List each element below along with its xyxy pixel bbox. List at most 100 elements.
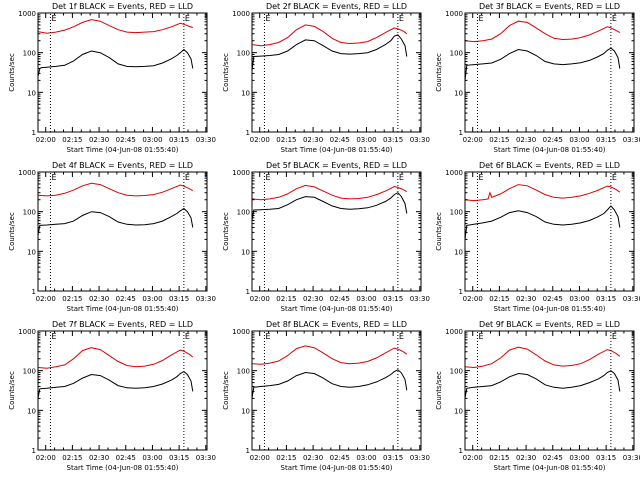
marker-label: E <box>265 173 270 182</box>
y-tick-label: 10 <box>241 407 250 415</box>
panel-det-5: Det 5f BLACK = Events, RED = LLD E E 1 10 100… <box>222 161 430 313</box>
marker-label: E <box>51 14 56 23</box>
marker-label: E <box>478 173 483 182</box>
y-tick-label: 1000 <box>18 169 36 177</box>
x-tick-label: 02:15 <box>489 295 509 303</box>
x-tick-label: 02:45 <box>330 295 350 303</box>
panel-title: Det 2f BLACK = Events, RED = LLD <box>266 2 407 11</box>
events-series-line <box>37 371 194 399</box>
x-tick-label: 03:00 <box>356 295 376 303</box>
x-tick-label: 02:30 <box>89 454 109 462</box>
x-tick-label: 02:15 <box>276 295 296 303</box>
marker-label: E <box>51 173 56 182</box>
y-tick-label: 100 <box>237 50 250 58</box>
plot-frame <box>251 12 422 133</box>
marker-label: E <box>478 332 483 341</box>
plot-frame <box>464 330 635 451</box>
x-tick-label: 03:15 <box>383 454 403 462</box>
x-tick-label: 03:00 <box>142 454 162 462</box>
x-tick-label: 02:45 <box>116 454 136 462</box>
y-tick-label: 100 <box>450 50 463 58</box>
y-tick-label: 100 <box>237 368 250 376</box>
plot-frame <box>251 171 422 292</box>
events-series-line <box>37 207 194 236</box>
x-tick-label: 03:15 <box>383 295 403 303</box>
y-tick-label: 10 <box>454 248 463 256</box>
y-tick-label: 100 <box>450 368 463 376</box>
y-tick-label: 10 <box>27 248 36 256</box>
x-tick-label: 02:45 <box>116 136 136 144</box>
marker-label: E <box>185 14 190 23</box>
x-tick-label: 02:15 <box>489 454 509 462</box>
y-tick-label: 10 <box>27 89 36 97</box>
x-tick-label: 03:15 <box>169 454 189 462</box>
y-tick-label: 1000 <box>232 328 250 336</box>
events-series-line <box>251 192 408 221</box>
y-axis-label: Counts/sec <box>435 371 443 410</box>
panel-title: Det 6f BLACK = Events, RED = LLD <box>479 161 620 170</box>
x-axis-label: Start Time (04-Jun-08 01:55:40) <box>67 464 179 472</box>
y-tick-label: 100 <box>23 209 36 217</box>
x-axis-label: Start Time (04-Jun-08 01:55:40) <box>67 146 179 154</box>
x-tick-label: 03:30 <box>196 136 216 144</box>
marker-label: E <box>478 14 483 23</box>
events-series-line <box>464 47 621 81</box>
lld-series-line <box>251 345 408 365</box>
x-tick-label: 03:30 <box>196 295 216 303</box>
y-tick-label: 10 <box>241 248 250 256</box>
x-tick-label: 02:00 <box>250 136 270 144</box>
x-axis-label: Start Time (04-Jun-08 01:55:40) <box>281 146 393 154</box>
x-tick-label: 03:30 <box>196 454 216 462</box>
x-tick-label: 02:15 <box>276 454 296 462</box>
x-tick-label: 03:00 <box>356 454 376 462</box>
y-axis-label: Counts/sec <box>222 371 230 410</box>
lld-series-line <box>251 24 408 47</box>
panel-title: Det 1f BLACK = Events, RED = LLD <box>52 2 193 11</box>
x-tick-label: 02:30 <box>89 295 109 303</box>
x-axis-label: Start Time (04-Jun-08 01:55:40) <box>494 464 606 472</box>
x-tick-label: 02:00 <box>36 454 56 462</box>
y-axis-label: Counts/sec <box>435 53 443 92</box>
events-series-line <box>464 370 621 399</box>
x-tick-label: 02:30 <box>303 295 323 303</box>
y-tick-label: 1 <box>459 288 463 296</box>
x-tick-label: 02:45 <box>330 454 350 462</box>
marker-label: E <box>612 332 617 341</box>
panel-det-3: Det 3f BLACK = Events, RED = LLD E E 1 10 100… <box>435 2 640 154</box>
marker-label: E <box>612 173 617 182</box>
x-tick-label: 03:30 <box>623 136 640 144</box>
lld-series-line <box>464 184 621 202</box>
panel-title: Det 3f BLACK = Events, RED = LLD <box>479 2 620 11</box>
y-tick-label: 1000 <box>232 169 250 177</box>
panel-title: Det 8f BLACK = Events, RED = LLD <box>266 320 407 329</box>
marker-label: E <box>399 173 404 182</box>
y-axis-label: Counts/sec <box>222 53 230 92</box>
y-tick-label: 1000 <box>445 10 463 18</box>
x-tick-label: 02:30 <box>516 454 536 462</box>
x-axis-label: Start Time (04-Jun-08 01:55:40) <box>494 305 606 313</box>
y-axis-label: Counts/sec <box>435 212 443 251</box>
y-tick-label: 1 <box>246 129 250 137</box>
marker-label: E <box>265 14 270 23</box>
x-tick-label: 03:30 <box>410 295 430 303</box>
y-tick-label: 10 <box>27 407 36 415</box>
plot-frame <box>37 171 208 292</box>
y-axis-label: Counts/sec <box>8 53 16 92</box>
x-tick-label: 03:30 <box>623 295 640 303</box>
marker-label: E <box>185 173 190 182</box>
x-tick-label: 03:30 <box>623 454 640 462</box>
y-tick-label: 10 <box>241 89 250 97</box>
x-tick-label: 02:15 <box>489 136 509 144</box>
x-tick-label: 02:00 <box>463 295 483 303</box>
y-axis-label: Counts/sec <box>8 371 16 410</box>
marker-label: E <box>265 332 270 341</box>
y-tick-label: 10 <box>454 89 463 97</box>
x-tick-label: 02:30 <box>303 454 323 462</box>
y-tick-label: 1000 <box>232 10 250 18</box>
panel-det-8: Det 8f BLACK = Events, RED = LLD E E 1 10 100… <box>222 320 430 472</box>
panel-title: Det 7f BLACK = Events, RED = LLD <box>52 320 193 329</box>
x-axis-label: Start Time (04-Jun-08 01:55:40) <box>494 146 606 154</box>
x-tick-label: 02:15 <box>62 295 82 303</box>
x-tick-label: 02:45 <box>543 136 563 144</box>
y-tick-label: 100 <box>23 50 36 58</box>
